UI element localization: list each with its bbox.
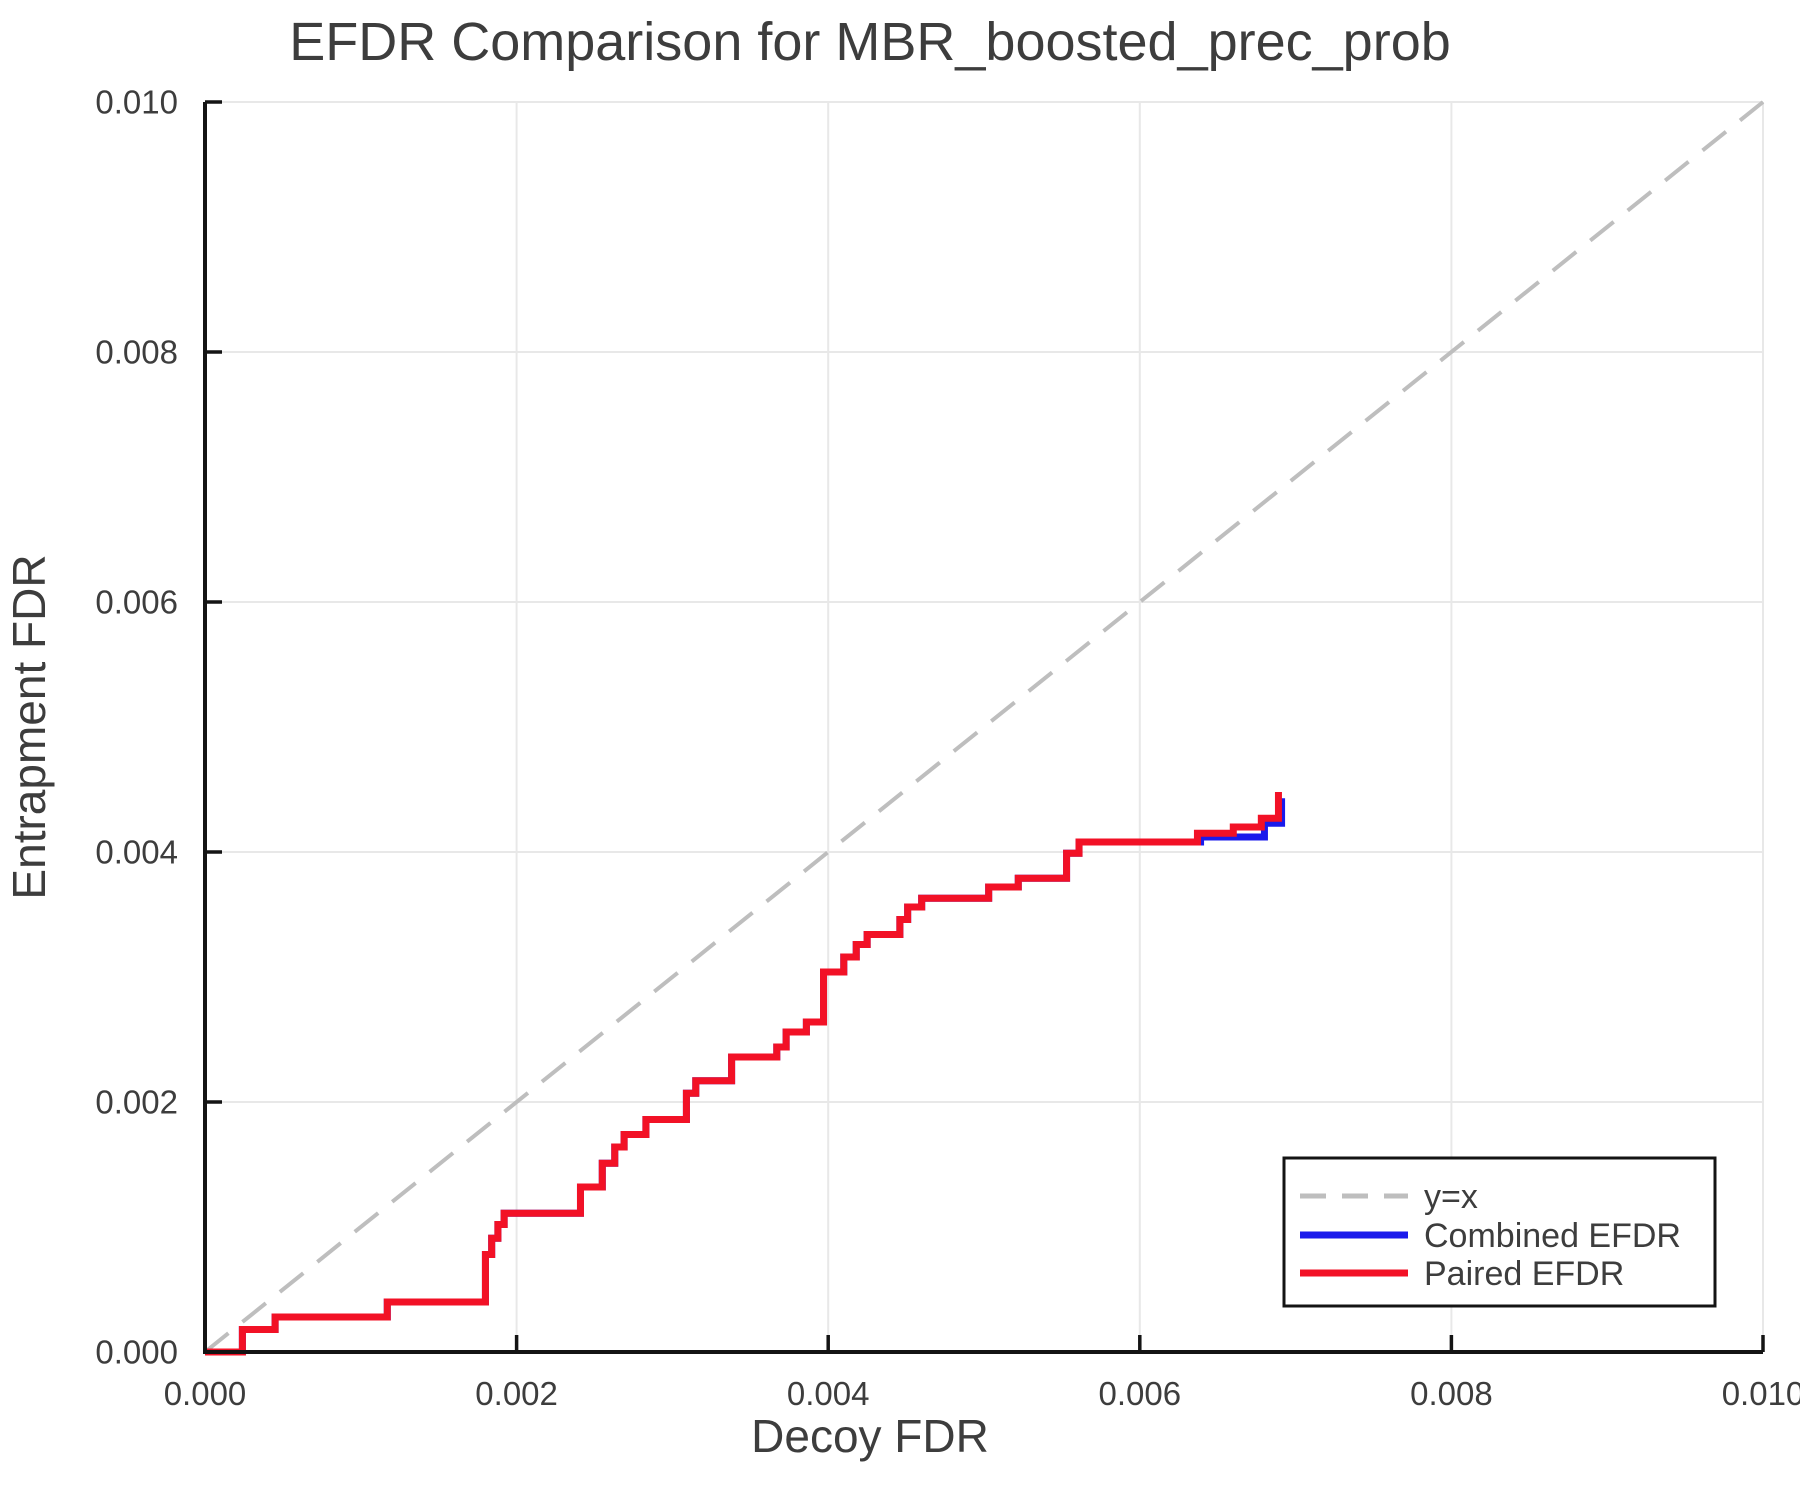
legend-row-combined: Combined EFDR [1300,1217,1681,1255]
plot-area [205,102,1763,1352]
x-tick-label: 0.004 [787,1375,870,1412]
y-tick-label: 0.006 [95,584,178,621]
series-paired-efdr [205,792,1282,1356]
legend-label-yx: y=x [1424,1178,1478,1216]
y-tick-label: 0.008 [95,334,178,371]
y-tick-label: 0.004 [95,834,178,871]
legend-row-yx: y=x [1300,1178,1478,1216]
legend-row-paired: Paired EFDR [1300,1255,1624,1293]
x-tick-label: 0.000 [164,1375,247,1412]
x-axis-title: Decoy FDR [751,1410,989,1462]
y-tick-label: 0.010 [95,84,178,121]
gridlines [204,101,1764,1353]
legend-label-paired: Paired EFDR [1424,1255,1624,1293]
chart-title: EFDR Comparison for MBR_boosted_prec_pro… [289,12,1451,72]
y-axis-title: Entrapment FDR [3,554,55,899]
x-tick-label: 0.008 [1410,1375,1493,1412]
x-tick-label: 0.010 [1722,1375,1800,1412]
x-tick-labels: 0.000 0.002 0.004 0.006 0.008 0.010 [164,1375,1800,1412]
series-group [205,792,1286,1356]
axes [203,102,1763,1354]
y-tick-label: 0.000 [95,1334,178,1371]
y-tick-label: 0.002 [95,1084,178,1121]
y-tick-labels: 0.000 0.002 0.004 0.006 0.008 0.010 [95,84,178,1371]
legend-label-combined: Combined EFDR [1424,1217,1681,1255]
x-tick-label: 0.006 [1099,1375,1182,1412]
tick-marks [203,100,1765,1354]
x-tick-label: 0.002 [475,1375,558,1412]
legend: y=x Combined EFDR Paired EFDR [1282,1156,1717,1308]
